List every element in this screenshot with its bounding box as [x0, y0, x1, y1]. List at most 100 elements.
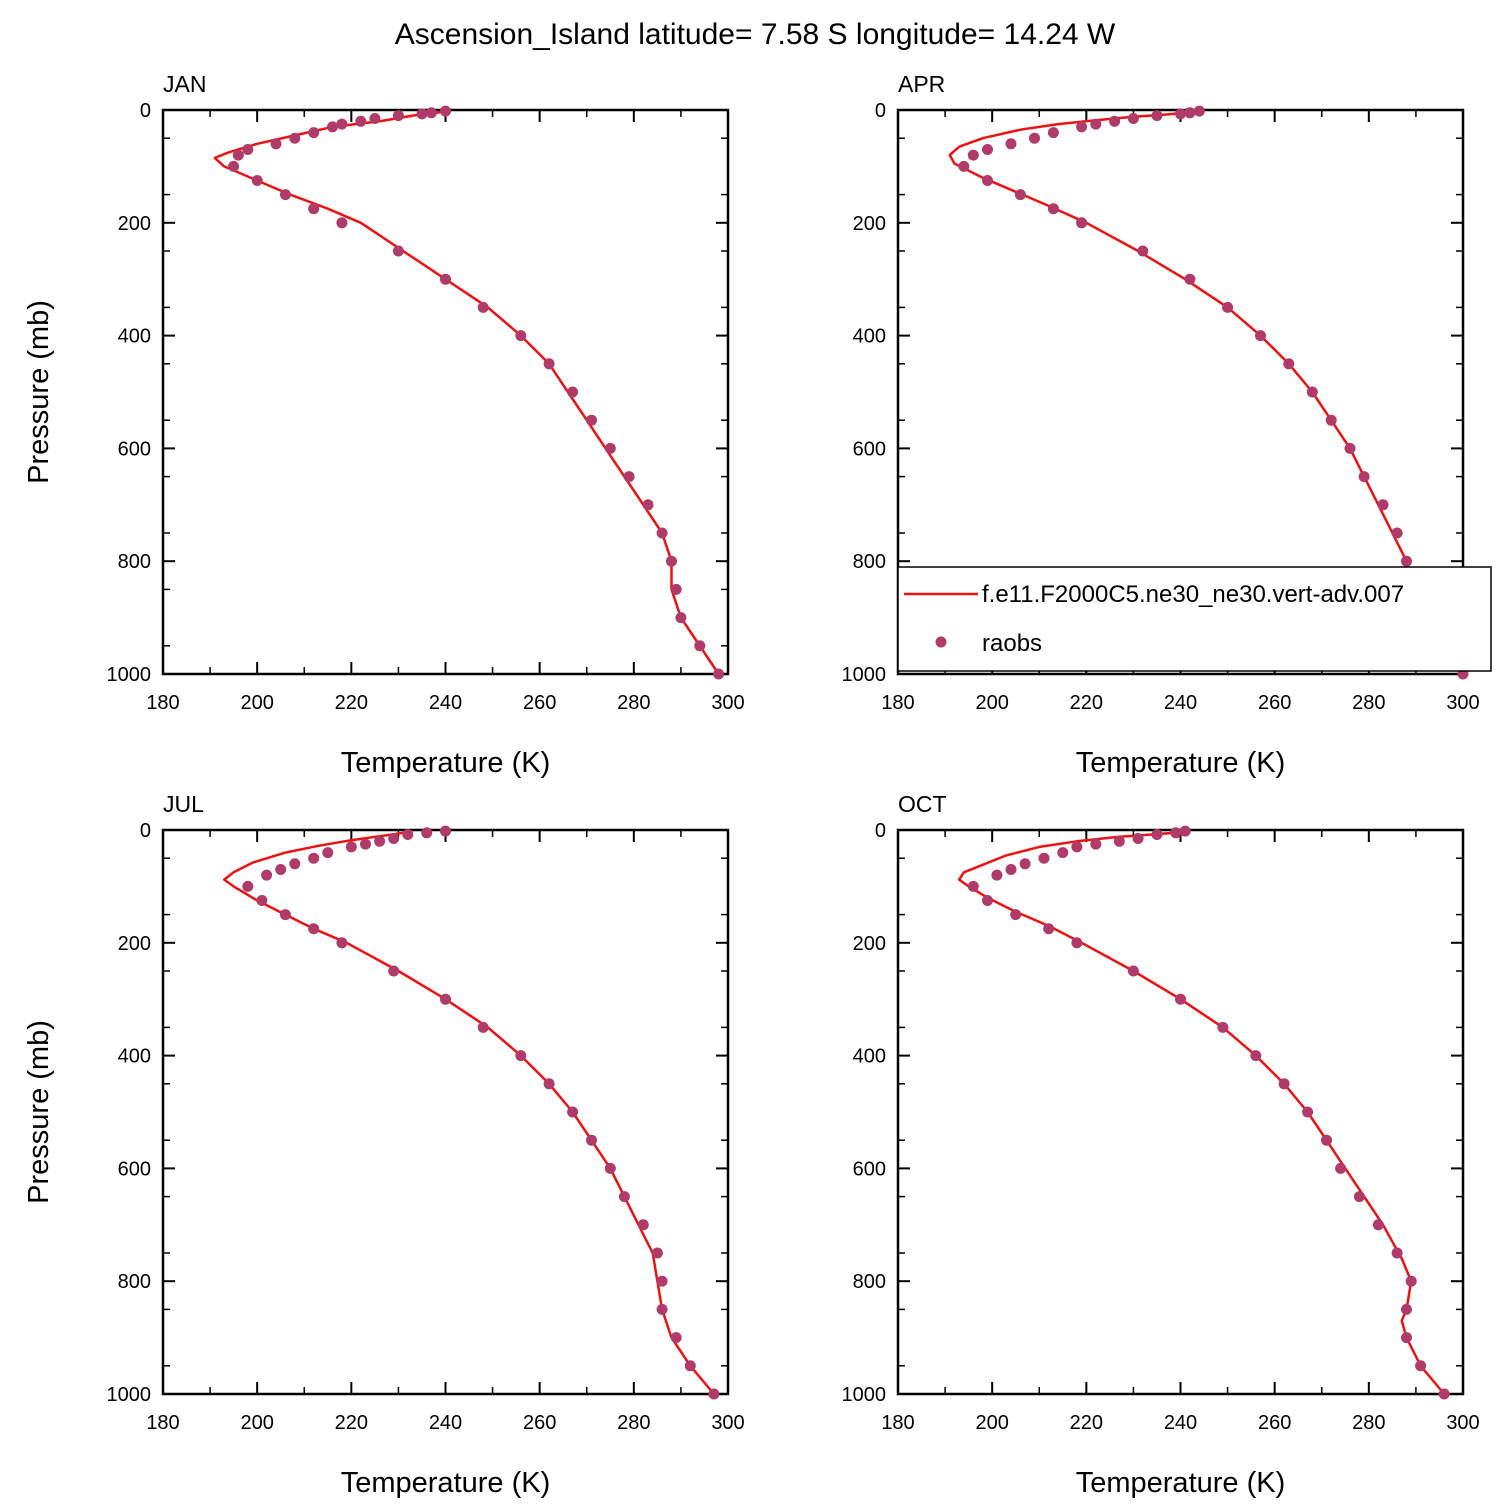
legend-obs-swatch — [935, 636, 947, 648]
raobs-point — [1278, 1078, 1290, 1090]
y-tick-label: 1000 — [842, 664, 887, 686]
x-tick-label: 240 — [429, 1412, 462, 1434]
raobs-point — [289, 858, 301, 870]
raobs-point — [586, 414, 597, 426]
raobs-point — [1127, 965, 1139, 977]
raobs-point — [1283, 358, 1295, 370]
raobs-point — [1358, 471, 1370, 483]
raobs-point — [543, 1078, 555, 1090]
x-tick-label: 180 — [881, 1412, 914, 1434]
raobs-point — [1401, 555, 1412, 567]
x-axis-label: Temperature (K) — [341, 1467, 551, 1499]
raobs-point — [327, 121, 338, 133]
raobs-point — [1438, 1388, 1450, 1400]
raobs-point — [242, 144, 254, 155]
raobs-point — [440, 273, 451, 285]
raobs-point — [604, 442, 616, 454]
raobs-point — [1175, 993, 1186, 1005]
raobs-point — [708, 1388, 720, 1400]
raobs-point — [1014, 189, 1026, 201]
x-tick-label: 260 — [523, 1412, 556, 1434]
x-tick-label: 300 — [1446, 692, 1479, 714]
raobs-point — [1137, 245, 1149, 257]
x-tick-label: 240 — [429, 692, 462, 714]
panel-title: JUL — [163, 791, 204, 817]
raobs-point — [242, 880, 254, 892]
raobs-point — [604, 1162, 616, 1174]
raobs-point — [982, 895, 993, 906]
raobs-point — [1071, 841, 1083, 853]
raobs-point — [388, 833, 400, 844]
x-axis-label: Temperature (K) — [341, 747, 551, 779]
raobs-point — [1391, 1247, 1403, 1259]
y-tick-label: 400 — [853, 1046, 886, 1068]
plot-frame — [161, 828, 730, 1396]
y-tick-label: 200 — [853, 933, 886, 955]
panels-group: 180 200 220 240 260 280 300 0 200 400 600 800 1000 JA… — [23, 71, 1492, 1499]
raobs-point — [388, 965, 400, 977]
raobs-point — [369, 113, 381, 124]
raobs-point — [392, 110, 404, 122]
x-axis-label: Temperature (K) — [1076, 747, 1286, 779]
raobs-point — [567, 386, 579, 398]
raobs-point — [1029, 132, 1040, 144]
raobs-point — [1302, 1106, 1314, 1118]
y-tick-label: 200 — [118, 933, 151, 955]
raobs-point — [1321, 1134, 1332, 1146]
raobs-point — [656, 1303, 668, 1315]
raobs-point — [1047, 127, 1059, 139]
raobs-point — [684, 1360, 696, 1372]
raobs-point — [374, 835, 386, 847]
raobs-point — [670, 1332, 682, 1344]
raobs-point — [336, 937, 348, 949]
y-tick-label: 800 — [118, 551, 151, 573]
x-tick-label: 220 — [335, 1412, 368, 1434]
x-tick-label: 180 — [146, 692, 179, 714]
x-tick-label: 280 — [1352, 692, 1385, 714]
raobs-point — [228, 160, 240, 172]
raobs-point — [651, 1247, 663, 1259]
model-profile-line — [222, 829, 715, 1395]
x-tick-label: 300 — [711, 692, 744, 714]
raobs-point — [618, 1191, 630, 1203]
raobs-point — [982, 175, 993, 186]
raobs-point — [275, 864, 287, 875]
x-tick-label: 220 — [335, 692, 368, 714]
raobs-point — [1222, 301, 1234, 313]
raobs-point — [279, 909, 291, 921]
raobs-point — [1113, 835, 1125, 847]
x-tick-label: 200 — [975, 1412, 1008, 1434]
raobs-point — [1217, 1021, 1229, 1033]
y-tick-label: 600 — [853, 438, 886, 460]
raobs-point — [1377, 499, 1389, 511]
raobs-point — [1325, 414, 1337, 426]
y-tick-label: 200 — [853, 213, 886, 235]
y-tick-label: 0 — [875, 820, 886, 842]
plot-frame — [161, 108, 730, 676]
legend: f.e11.F2000C5.ne30_ne30.vert-adv.007raob… — [897, 566, 1492, 672]
raobs-point — [670, 583, 682, 595]
raobs-point — [1335, 1162, 1347, 1174]
raobs-point — [279, 189, 291, 201]
x-tick-label: 260 — [523, 692, 556, 714]
raobs-point — [982, 144, 993, 155]
raobs-point — [967, 880, 979, 892]
raobs-point — [270, 138, 282, 150]
raobs-point — [336, 118, 348, 130]
raobs-point — [1047, 203, 1059, 215]
panel-title: JAN — [163, 71, 206, 97]
raobs-point — [477, 301, 489, 313]
model-profile-line — [957, 829, 1446, 1395]
raobs-point — [1109, 115, 1121, 127]
raobs-point — [345, 841, 357, 853]
raobs-point — [251, 175, 263, 186]
x-tick-label: 300 — [1446, 1412, 1479, 1434]
raobs-point — [967, 149, 979, 161]
raobs-point — [232, 149, 244, 161]
raobs-point — [694, 640, 706, 652]
raobs-point — [1401, 1303, 1412, 1315]
raobs-point — [543, 358, 555, 370]
y-tick-label: 0 — [140, 100, 151, 122]
raobs-point — [1344, 442, 1356, 454]
